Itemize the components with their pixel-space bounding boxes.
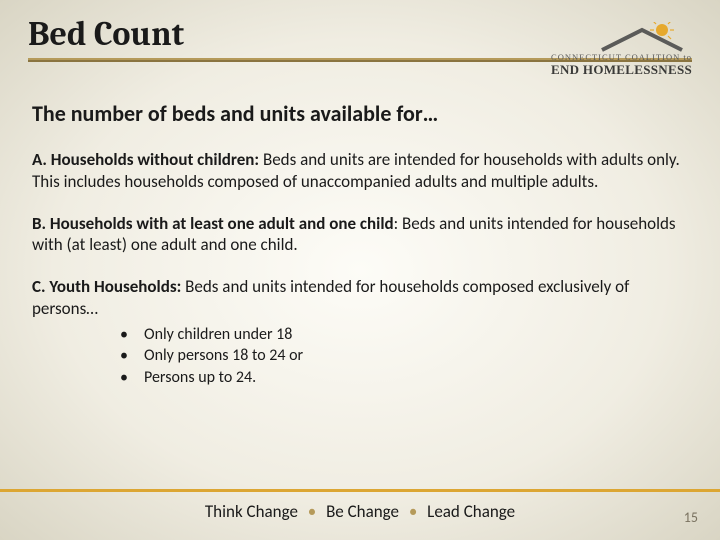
- page-number: 15: [684, 509, 698, 526]
- house-sun-icon: [532, 22, 692, 52]
- logo-end-line: END HOMELESSNESS: [551, 62, 692, 78]
- subtitle: The number of beds and units available f…: [32, 100, 688, 127]
- youth-bullets: Only children under 18 Only persons 18 t…: [120, 324, 688, 389]
- item-c-lead: C. Youth Households:: [32, 276, 181, 297]
- item-a-lead: A. Households without children:: [32, 149, 259, 170]
- tagline-a: Think Change: [205, 501, 298, 522]
- list-item: Persons up to 24.: [120, 367, 688, 389]
- item-b: B. Households with at least one adult an…: [32, 213, 688, 257]
- item-c: C. Youth Households: Beds and units inte…: [32, 276, 688, 320]
- item-a: A. Households without children: Beds and…: [32, 149, 688, 193]
- list-item: Only persons 18 to 24 or: [120, 345, 688, 367]
- list-item: Only children under 18: [120, 324, 688, 346]
- footer-rule: [0, 489, 720, 492]
- tagline-c: Lead Change: [427, 501, 515, 522]
- tagline-b: Be Change: [326, 501, 399, 522]
- tagline-sep: •: [308, 501, 316, 522]
- org-logo: CONNECTICUT COALITION to END HOMELESSNES…: [527, 22, 692, 84]
- item-b-lead: B. Households with at least one adult an…: [32, 213, 394, 234]
- content-area: The number of beds and units available f…: [28, 100, 692, 388]
- tagline-sep: •: [409, 501, 417, 522]
- footer-tagline: Think Change • Be Change • Lead Change: [0, 501, 720, 522]
- slide: Bed Count CONNECTICUT COALITION to END H…: [0, 0, 720, 540]
- logo-top-line: CONNECTICUT COALITION to: [551, 53, 692, 62]
